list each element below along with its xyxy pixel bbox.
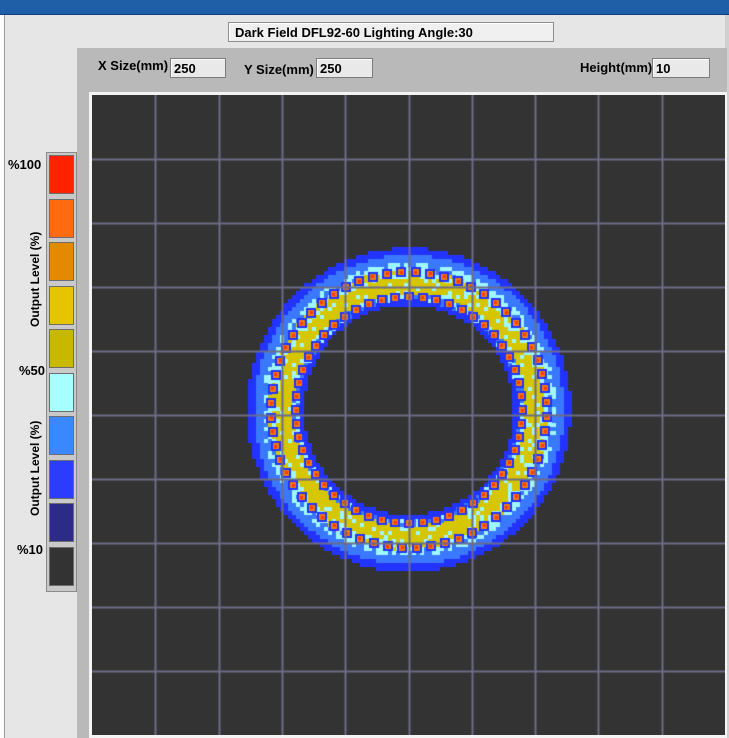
legend-axis-title-upper: Output Level (%) [28, 231, 42, 327]
legend-swatch [49, 416, 74, 455]
y-size-label: Y Size(mm) [244, 62, 314, 77]
legend-swatch [49, 373, 74, 412]
window-titlebar [0, 0, 729, 15]
legend-swatch [49, 286, 74, 325]
legend-swatch [49, 547, 74, 586]
x-size-field[interactable]: 250 [170, 58, 226, 78]
x-size-label: X Size(mm) [98, 58, 169, 73]
legend-swatch [49, 199, 74, 238]
height-label: Height(mm) [580, 60, 653, 75]
legend-axis-title-lower: Output Level (%) [28, 420, 42, 516]
page-title: Dark Field DFL92-60 Lighting Angle:30 [228, 22, 554, 42]
right-edge [725, 15, 729, 738]
legend-swatch [49, 155, 74, 194]
legend-100-label: %100 [8, 157, 42, 172]
legend-swatch [49, 503, 74, 542]
height-field[interactable]: 10 [652, 58, 710, 78]
y-size-field[interactable]: 250 [316, 58, 373, 78]
legend-swatch [49, 460, 74, 499]
legend-swatch [49, 329, 74, 368]
legend-10-label: %10 [17, 542, 44, 557]
illumination-plot [92, 95, 725, 735]
legend-50-label: %50 [19, 363, 46, 378]
legend-swatch [49, 242, 74, 281]
